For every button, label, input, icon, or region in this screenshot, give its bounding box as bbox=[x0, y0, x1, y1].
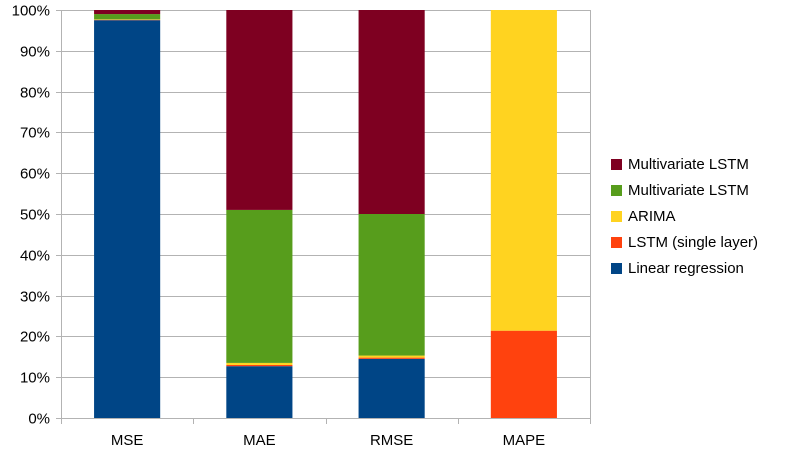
y-tick-label: 70% bbox=[20, 125, 50, 142]
legend-item: ARIMA bbox=[611, 208, 676, 225]
legend-item: Multivariate LSTM bbox=[611, 182, 749, 199]
bar-segment bbox=[358, 10, 425, 214]
bars bbox=[94, 10, 557, 418]
legend-item: Multivariate LSTM bbox=[611, 156, 749, 173]
legend-swatch bbox=[611, 185, 622, 196]
bar-segment bbox=[358, 214, 425, 356]
x-tick-labels: MSE MAE RMSE MAPE bbox=[111, 432, 545, 449]
legend-label: LSTM (single layer) bbox=[628, 234, 758, 251]
y-tick-label: 50% bbox=[20, 207, 50, 224]
bar-segment bbox=[94, 20, 161, 418]
legend: Multivariate LSTM Multivariate LSTM ARIMA L… bbox=[611, 156, 758, 277]
legend-label: ARIMA bbox=[628, 208, 676, 225]
y-tick-label: 0% bbox=[28, 411, 50, 428]
bar-segment bbox=[226, 10, 293, 210]
bar-segment bbox=[226, 209, 293, 363]
y-tick-label: 60% bbox=[20, 166, 50, 183]
legend-label: Multivariate LSTM bbox=[628, 156, 749, 173]
legend-label: Linear regression bbox=[628, 260, 744, 277]
y-tick-label: 10% bbox=[20, 370, 50, 387]
y-tick-label: 100% bbox=[12, 3, 50, 20]
legend-swatch bbox=[611, 211, 622, 222]
bar-segment bbox=[490, 10, 557, 331]
legend-item: LSTM (single layer) bbox=[611, 234, 758, 251]
bar-segment bbox=[94, 14, 161, 20]
legend-label: Multivariate LSTM bbox=[628, 182, 749, 199]
bar-segment bbox=[358, 355, 425, 358]
bar-segment bbox=[226, 362, 293, 365]
legend-item: Linear regression bbox=[611, 260, 744, 277]
bar-segment bbox=[358, 358, 425, 418]
x-tick-label: MSE bbox=[111, 432, 144, 449]
y-tick-label: 40% bbox=[20, 248, 50, 265]
y-tick-label: 80% bbox=[20, 85, 50, 102]
axes bbox=[61, 10, 591, 424]
x-tick-label: RMSE bbox=[370, 432, 413, 449]
bar-segment bbox=[226, 366, 293, 418]
y-tick-label: 20% bbox=[20, 329, 50, 346]
y-tick-labels: 0% 10% 20% 30% 40% 50% 60% 70% 80% 90% 100% bbox=[12, 3, 50, 428]
x-tick-label: MAE bbox=[243, 432, 276, 449]
y-tick-label: 30% bbox=[20, 289, 50, 306]
bar-segment bbox=[490, 330, 557, 418]
bar-segment bbox=[226, 364, 293, 367]
y-tick-label: 90% bbox=[20, 44, 50, 61]
legend-swatch bbox=[611, 159, 622, 170]
legend-swatch bbox=[611, 237, 622, 248]
x-tick-label: MAPE bbox=[503, 432, 546, 449]
bar-segment bbox=[94, 10, 161, 15]
bar-segment bbox=[358, 357, 425, 359]
legend-swatch bbox=[611, 263, 622, 274]
